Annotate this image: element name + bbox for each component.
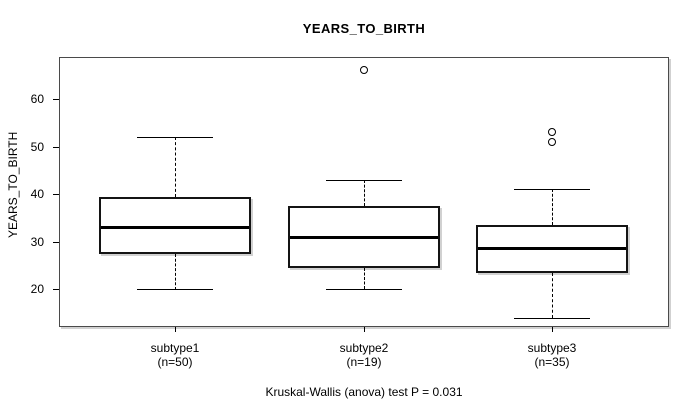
median-line <box>478 247 626 250</box>
y-axis-tick-label: 30 <box>30 235 44 249</box>
outlier-point <box>548 128 556 136</box>
category-label: subtype3 <box>527 341 577 355</box>
x-axis-tick <box>175 327 176 332</box>
whisker-lower-stem <box>552 273 553 318</box>
outlier-point <box>360 66 368 74</box>
y-axis-title: YEARS_TO_BIRTH <box>6 131 20 239</box>
median-line <box>101 226 249 229</box>
whisker-cap-lower <box>514 318 590 319</box>
x-axis-tick <box>364 327 365 332</box>
whisker-upper-stem <box>175 137 176 197</box>
x-axis-tick <box>552 327 553 332</box>
y-axis-tick-label: 60 <box>30 92 44 106</box>
whisker-cap-upper <box>514 189 590 190</box>
y-axis-tick-label: 50 <box>30 140 44 154</box>
y-axis-tick <box>53 242 59 243</box>
outlier-point <box>548 138 556 146</box>
y-axis-tick <box>53 147 59 148</box>
whisker-cap-upper <box>137 137 213 138</box>
y-axis-tick <box>53 99 59 100</box>
stat-test-caption: Kruskal-Wallis (anova) test P = 0.031 <box>265 385 463 399</box>
category-label: subtype1 <box>150 341 200 355</box>
y-axis-tick <box>53 194 59 195</box>
plot-area <box>59 57 669 327</box>
category-count-label: (n=35) <box>534 355 570 369</box>
y-axis-tick <box>53 289 59 290</box>
whisker-lower-stem <box>364 268 365 289</box>
whisker-cap-lower <box>137 289 213 290</box>
category-count-label: (n=19) <box>346 355 382 369</box>
median-line <box>290 236 438 239</box>
whisker-cap-lower <box>326 289 402 290</box>
whisker-cap-upper <box>326 180 402 181</box>
iqr-box <box>99 197 251 254</box>
whisker-upper-stem <box>364 180 365 206</box>
chart-title: YEARS_TO_BIRTH <box>302 21 426 36</box>
whisker-upper-stem <box>552 189 553 225</box>
category-label: subtype2 <box>339 341 389 355</box>
y-axis-tick-label: 20 <box>30 282 44 296</box>
whisker-lower-stem <box>175 254 176 290</box>
y-axis-tick-label: 40 <box>30 187 44 201</box>
category-count-label: (n=50) <box>157 355 193 369</box>
